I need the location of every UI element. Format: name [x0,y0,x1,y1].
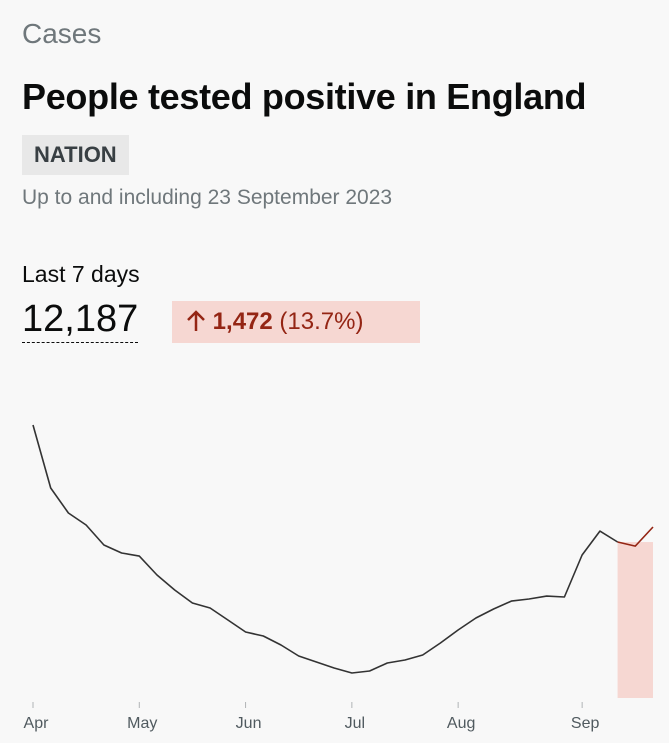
x-tick-label: Sep [571,715,600,732]
change-box: 1,472 (13.7%) [172,301,420,343]
x-tick-label: Aug [447,715,475,732]
summary-label: Last 7 days [22,261,140,287]
x-tick-label: May [127,715,157,732]
x-tick-label: Jun [236,715,262,732]
chart: Apr May Jun Jul Aug Sep [24,424,654,732]
page-title: People tested positive in England [22,76,587,117]
data-line [32,424,619,674]
summary-value[interactable]: 12,187 [22,296,139,343]
subtitle: Up to and including 23 September 2023 [22,186,393,209]
area-tag: NATION [22,135,129,175]
arrow-up-icon [187,310,205,331]
section-label: Cases [22,18,102,49]
highlight-region [617,542,653,698]
data-line-highlight [617,526,654,547]
change-value: 1,472 [212,308,273,335]
x-tick-label: Apr [24,715,50,732]
change-percent: (13.7%) [279,308,364,335]
x-tick-label: Jul [345,715,365,732]
